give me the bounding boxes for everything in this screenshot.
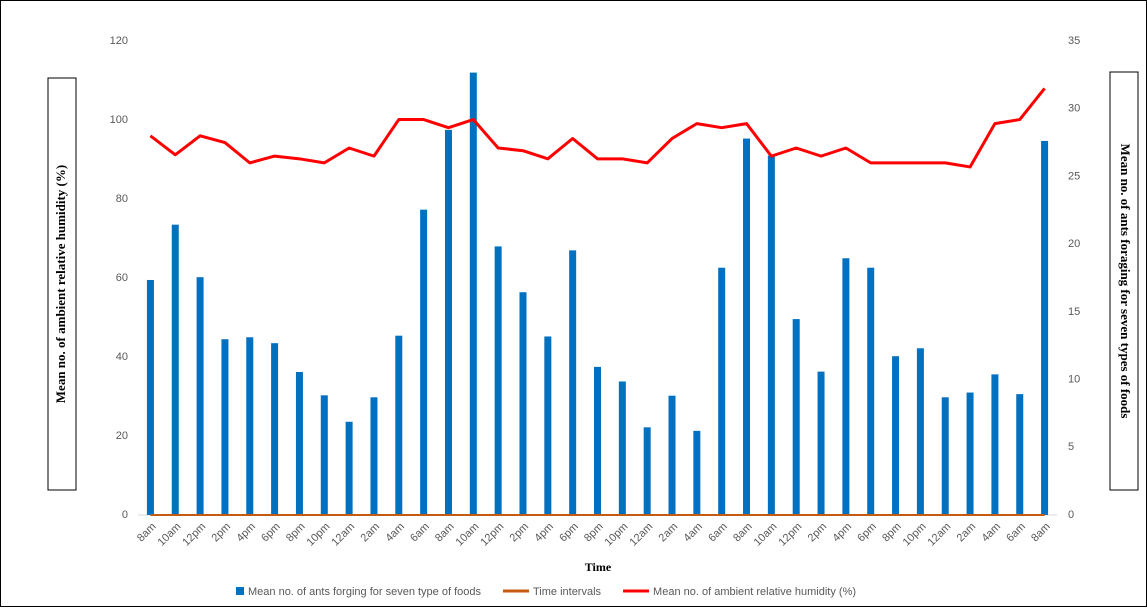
y-tick-label: 60 (116, 272, 128, 284)
bar (569, 250, 577, 515)
y-tick-label: 100 (110, 114, 128, 126)
y-tick-label: 120 (110, 35, 128, 47)
bar (469, 72, 477, 515)
y2-axis-title: Mean no. of ants foraging for seven type… (1118, 144, 1133, 419)
y2-title-box (1109, 71, 1139, 491)
bar (1016, 394, 1024, 515)
bar (743, 138, 751, 515)
bar (395, 335, 403, 515)
bar (320, 395, 328, 515)
bar (941, 397, 949, 515)
bar (991, 374, 999, 515)
bar (221, 339, 229, 515)
bar (196, 277, 204, 515)
bar (146, 279, 154, 515)
bar (1041, 140, 1049, 515)
legend-swatch (236, 587, 244, 595)
y2-tick-label: 10 (1068, 373, 1080, 385)
y2-tick-label: 15 (1068, 306, 1080, 318)
bar (966, 392, 974, 515)
bar (693, 430, 701, 515)
bar (594, 366, 601, 515)
bar (544, 336, 552, 515)
bar (767, 155, 775, 516)
bar (643, 427, 651, 515)
bar (792, 319, 800, 515)
bar (668, 395, 676, 515)
bar (370, 397, 378, 515)
legend-label: Mean no. of ambient relative humidity (%… (653, 586, 856, 598)
y2-tick-label: 30 (1068, 103, 1080, 115)
bar (494, 246, 502, 515)
y2-tick-label: 5 (1068, 441, 1074, 453)
legend-label: Time intervals (533, 586, 602, 598)
bar (295, 372, 303, 515)
y-tick-label: 40 (116, 351, 128, 363)
y-tick-label: 20 (116, 430, 128, 442)
bar (618, 381, 626, 515)
bar (420, 209, 428, 516)
bar (271, 343, 279, 515)
y-axis-title: Mean no. of ambient relative humidity (%… (53, 165, 68, 403)
bar (246, 337, 254, 515)
y2-tick-label: 25 (1068, 170, 1080, 182)
x-axis-title: Time (585, 560, 612, 574)
bar (867, 267, 875, 515)
bar (842, 258, 850, 515)
legend-label: Mean no. of ants forging for seven type … (248, 586, 481, 598)
y-title-box (47, 77, 77, 491)
y-tick-label: 80 (116, 193, 128, 205)
bar (171, 224, 179, 516)
bar (916, 348, 924, 515)
bar (817, 371, 825, 515)
y2-tick-label: 20 (1068, 238, 1080, 250)
bar (519, 292, 527, 515)
bar (718, 267, 726, 515)
bar (892, 356, 900, 515)
y2-tick-label: 0 (1068, 509, 1074, 521)
y2-tick-label: 35 (1068, 35, 1080, 47)
bar (345, 421, 353, 515)
y-tick-label: 0 (122, 509, 128, 521)
bar (444, 129, 452, 515)
line (149, 87, 1046, 169)
